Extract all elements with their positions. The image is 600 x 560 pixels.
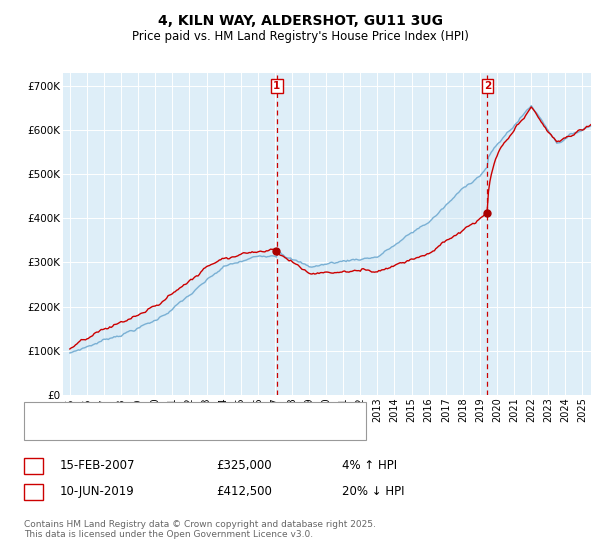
Text: £412,500: £412,500: [216, 485, 272, 498]
Text: 4, KILN WAY, ALDERSHOT, GU11 3UG: 4, KILN WAY, ALDERSHOT, GU11 3UG: [157, 14, 443, 28]
Text: HPI: Average price, detached house, Rushmoor: HPI: Average price, detached house, Rush…: [52, 425, 298, 435]
Text: 4, KILN WAY, ALDERSHOT, GU11 3UG (detached house): 4, KILN WAY, ALDERSHOT, GU11 3UG (detach…: [52, 407, 340, 417]
Text: —: —: [33, 423, 49, 437]
Text: 20% ↓ HPI: 20% ↓ HPI: [342, 485, 404, 498]
Text: £325,000: £325,000: [216, 459, 272, 473]
Text: Price paid vs. HM Land Registry's House Price Index (HPI): Price paid vs. HM Land Registry's House …: [131, 30, 469, 43]
Text: Contains HM Land Registry data © Crown copyright and database right 2025.
This d: Contains HM Land Registry data © Crown c…: [24, 520, 376, 539]
Text: 4% ↑ HPI: 4% ↑ HPI: [342, 459, 397, 473]
Text: —: —: [33, 405, 49, 419]
Text: 1: 1: [274, 81, 281, 91]
Text: 10-JUN-2019: 10-JUN-2019: [60, 485, 135, 498]
Text: 2: 2: [29, 485, 38, 498]
Text: 15-FEB-2007: 15-FEB-2007: [60, 459, 136, 473]
Text: 2: 2: [484, 81, 491, 91]
Text: 1: 1: [29, 459, 38, 473]
